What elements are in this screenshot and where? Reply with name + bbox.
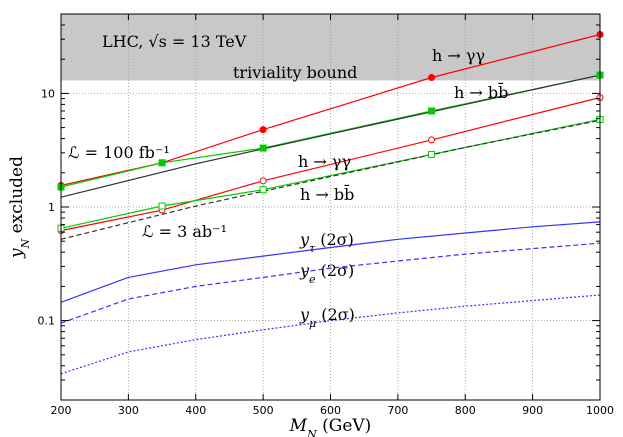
x-tick-label: 900 [522, 404, 543, 417]
series-point-0 [428, 74, 436, 82]
series-line-2 [60, 74, 601, 198]
series-point-4 [428, 150, 436, 158]
series-line-7 [60, 242, 601, 324]
series-line-8 [60, 294, 601, 375]
x-tick-label: 800 [455, 404, 476, 417]
x-tick-label: 500 [253, 404, 274, 417]
series-line-6 [60, 221, 601, 303]
series-point-3 [259, 177, 267, 185]
gg-low-label: h → γγ [298, 152, 351, 171]
series-point-1 [259, 144, 267, 152]
triviality-annotation: triviality bound [233, 63, 357, 82]
y-tick-label: 10 [41, 87, 55, 100]
grid-lines [61, 14, 600, 400]
x-tick-label: 400 [185, 404, 206, 417]
series-point-1 [428, 107, 436, 115]
x-tick-label: 300 [118, 404, 139, 417]
ymu-label: yμ (2σ) [299, 305, 355, 330]
x-tick-label: 700 [387, 404, 408, 417]
y-tick-label: 1 [48, 201, 55, 214]
y-tick-label: 0.1 [38, 315, 56, 328]
series-point-4 [259, 186, 267, 194]
series-point-3 [428, 136, 436, 144]
x-axis-label: MN (GeV) [289, 416, 372, 437]
bb-high-label: h → bb̄ [454, 81, 508, 102]
bb-low-label: h → bb̄ [300, 183, 354, 204]
ytau-label: yτ (2σ) [299, 230, 354, 255]
gg-high-label: h → γγ [432, 46, 485, 65]
series-point-1 [158, 159, 166, 167]
series-line-5 [60, 119, 601, 240]
ye-label: ye (2σ) [299, 261, 354, 286]
x-tick-label: 600 [320, 404, 341, 417]
lumi-low-label: ℒ = 3 ab⁻¹ [142, 222, 227, 241]
title-annotation: LHC, √s = 13 TeV [102, 32, 247, 51]
series-point-4 [158, 202, 166, 210]
y-axis-label: yN excluded [7, 156, 32, 259]
lumi-high-label: ℒ = 100 fb⁻¹ [68, 143, 170, 162]
axis-ticks: 200 300 400 500 600 700 800 900 1000 0.1 1 10 [38, 14, 614, 417]
x-tick-label: 1000 [586, 404, 614, 417]
x-tick-label: 200 [51, 404, 72, 417]
series-point-0 [259, 126, 267, 134]
